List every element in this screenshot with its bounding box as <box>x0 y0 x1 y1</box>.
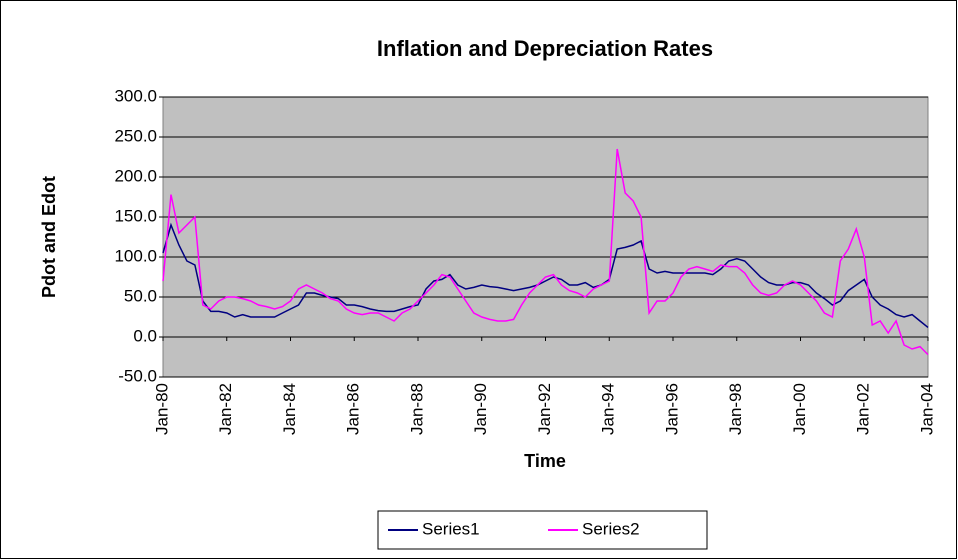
legend-label: Series2 <box>582 519 640 538</box>
y-tick-label: 300.0 <box>114 86 157 105</box>
y-tick-label: 200.0 <box>114 166 157 185</box>
x-tick-label: Jan-00 <box>790 383 809 435</box>
series-line <box>162 148 929 356</box>
x-tick-label: Jan-96 <box>662 383 681 435</box>
x-tick-label: Jan-94 <box>599 383 618 435</box>
x-tick-label: Jan-90 <box>471 383 490 435</box>
legend-box <box>377 510 708 550</box>
legend-label: Series1 <box>422 519 480 538</box>
y-tick-label: 250.0 <box>114 126 157 145</box>
x-axis-label: Time <box>524 451 566 471</box>
legend: Series1 Series2 <box>377 510 708 550</box>
series-line <box>162 222 929 328</box>
x-tick-label: Jan-02 <box>854 383 873 435</box>
plot-area <box>162 96 929 378</box>
y-tick-label: 100.0 <box>114 246 157 265</box>
x-tick-label: Jan-92 <box>535 383 554 435</box>
x-tick-label: Jan-80 <box>152 383 171 435</box>
y-tick-label: 50.0 <box>124 286 157 305</box>
y-tick-label: 0.0 <box>133 326 157 345</box>
x-tick-label: Jan-82 <box>216 383 235 435</box>
x-tick-label: Jan-04 <box>917 383 936 435</box>
y-axis-label: Pdot and Edot <box>39 176 59 298</box>
x-tick-label: Jan-84 <box>280 383 299 435</box>
y-tick-label: 150.0 <box>114 206 157 225</box>
y-tick-label: -50.0 <box>118 366 157 385</box>
x-tick-label: Jan-98 <box>726 383 745 435</box>
x-tick-label: Jan-86 <box>344 383 363 435</box>
x-tick-label: Jan-88 <box>407 383 426 435</box>
chart-title: Inflation and Depreciation Rates <box>377 36 713 61</box>
